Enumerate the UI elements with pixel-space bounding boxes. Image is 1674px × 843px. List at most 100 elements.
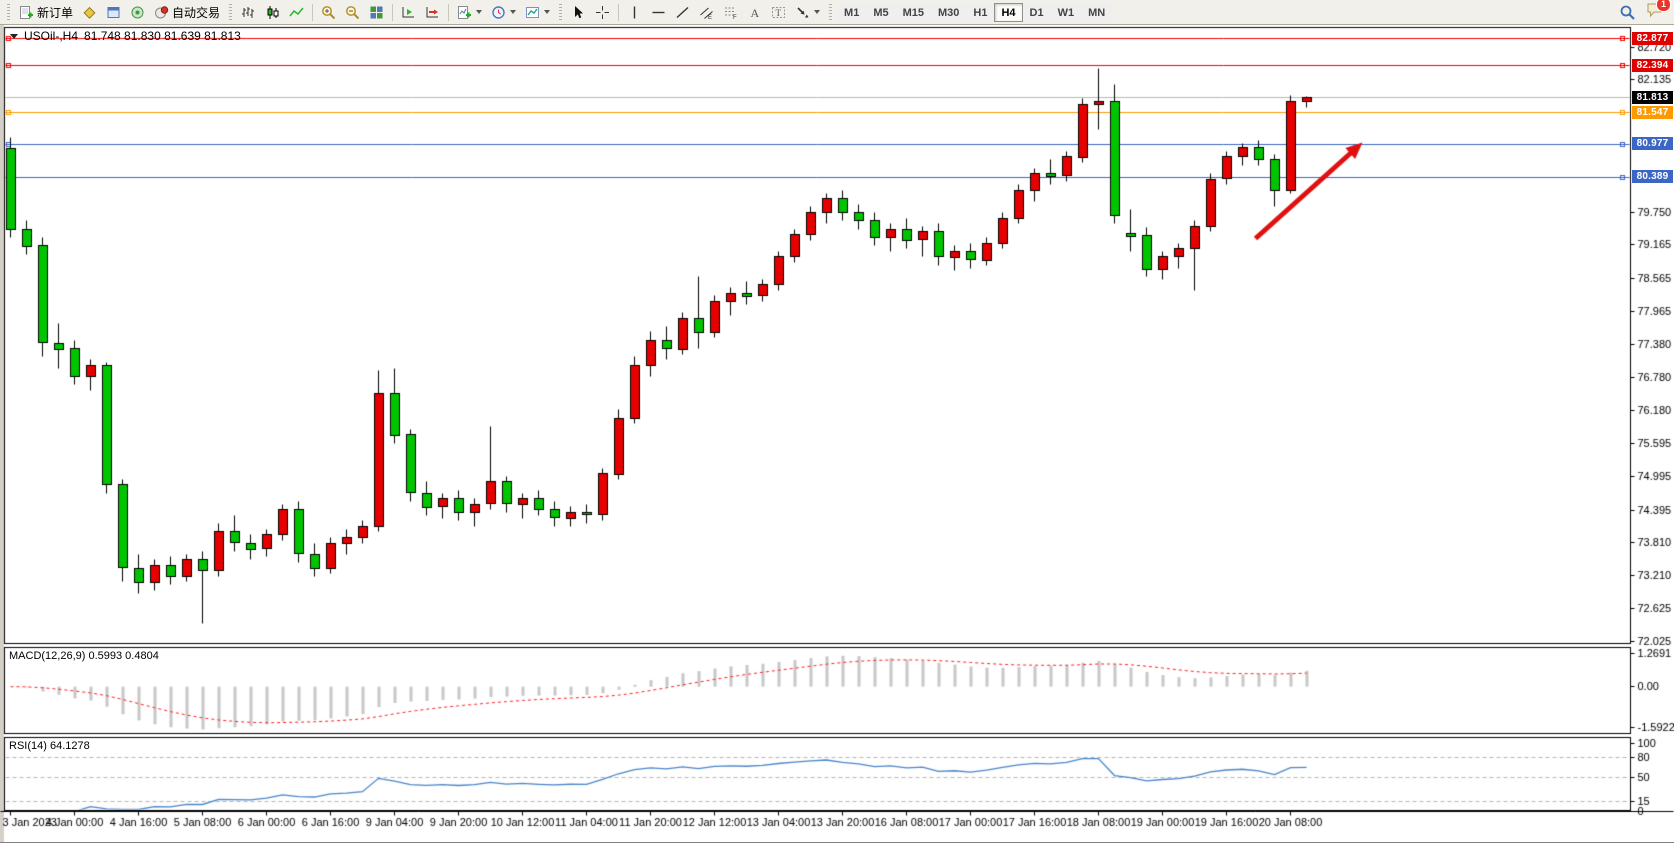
new-order-button[interactable]: 新订单: [15, 2, 77, 23]
chart-shift-icon: [401, 5, 416, 20]
tf-button-w1[interactable]: W1: [1050, 2, 1082, 22]
text-label-icon: T: [771, 5, 786, 20]
crosshair-button[interactable]: [591, 2, 614, 23]
toolbar-grip[interactable]: [829, 3, 833, 21]
chevron-down-icon: [476, 10, 483, 14]
chart-menu-icon[interactable]: [10, 33, 18, 39]
toolbar-separator: [618, 3, 620, 21]
svg-text:A: A: [751, 6, 760, 20]
price-badge-82.394: 82.394: [1632, 59, 1673, 72]
price-badge-80.977: 80.977: [1632, 137, 1673, 150]
autotrade-button[interactable]: 自动交易: [150, 2, 224, 23]
chevron-down-icon: [814, 10, 821, 14]
price-badge-81.547: 81.547: [1632, 106, 1673, 119]
candlestick-chart-button[interactable]: [261, 2, 284, 23]
periods-button[interactable]: [487, 2, 520, 23]
toolbar-grip[interactable]: [229, 3, 233, 21]
trendline-icon: [675, 5, 690, 20]
zoom-out-button[interactable]: [341, 2, 364, 23]
chevron-down-icon: [510, 10, 517, 14]
text-icon: A: [747, 5, 762, 20]
zoom-in-icon: [321, 5, 336, 20]
bar-chart-icon: [241, 5, 256, 20]
rsi-label: RSI(14) 64.1278: [9, 740, 90, 752]
timeframe-group: M1 M5 M15 M30 H1 H4 D1 W1 MN: [837, 2, 1113, 22]
macd-label: MACD(12,26,9) 0.5993 0.4804: [9, 650, 159, 662]
market-watch-button[interactable]: [78, 2, 101, 23]
price-badge-80.389: 80.389: [1632, 170, 1673, 183]
toolbar-separator: [312, 3, 314, 21]
text-button[interactable]: A: [743, 2, 766, 23]
market-watch-icon: [82, 5, 97, 20]
tf-button-m1[interactable]: M1: [837, 2, 867, 22]
tf-button-h1[interactable]: H1: [966, 2, 995, 22]
indicators-icon: [457, 5, 472, 20]
crosshair-icon: [595, 5, 610, 20]
chat-badge: 1: [1656, 0, 1671, 12]
fibonacci-icon: F: [723, 5, 738, 20]
navigator-icon: [130, 5, 145, 20]
tf-button-m15[interactable]: M15: [895, 2, 931, 22]
tf-button-d1[interactable]: D1: [1022, 2, 1051, 22]
text-label-button[interactable]: T: [767, 2, 790, 23]
new-order-icon: [19, 5, 34, 20]
tf-button-m5[interactable]: M5: [866, 2, 896, 22]
svg-text:F: F: [733, 15, 737, 20]
arrows-tool-button[interactable]: [791, 2, 824, 23]
toolbar-grip[interactable]: [559, 3, 563, 21]
autotrade-label: 自动交易: [172, 5, 221, 20]
tf-button-m30[interactable]: M30: [931, 2, 967, 22]
chat-button[interactable]: 1: [1646, 0, 1671, 23]
vertical-line-icon: [627, 5, 642, 20]
fibonacci-button[interactable]: F: [719, 2, 742, 23]
toolbar-right-group: 1: [1615, 0, 1671, 23]
navigator-button[interactable]: [126, 2, 149, 23]
templates-button[interactable]: [521, 2, 554, 23]
line-chart-icon: [289, 5, 304, 20]
tile-windows-button[interactable]: [365, 2, 388, 23]
toolbar-grip[interactable]: [7, 3, 10, 21]
main-toolbar: 新订单 自动交易: [0, 0, 1674, 25]
zoom-in-button[interactable]: [317, 2, 340, 23]
tf-button-mn[interactable]: MN: [1081, 2, 1113, 22]
new-order-label: 新订单: [37, 5, 74, 20]
svg-text:E: E: [708, 15, 712, 20]
equidistant-channel-icon: E: [699, 5, 714, 20]
chart-ohlc-values: 81.748 81.830 81.639 81.813: [84, 29, 241, 43]
line-chart-button[interactable]: [285, 2, 308, 23]
toolbar-separator: [448, 3, 450, 21]
price-badge-82.877: 82.877: [1632, 32, 1673, 45]
chart-shift-button[interactable]: [397, 2, 420, 23]
chevron-down-icon: [544, 10, 551, 14]
zoom-out-icon: [345, 5, 360, 20]
cursor-icon: [571, 5, 586, 20]
auto-scroll-icon: [425, 5, 440, 20]
search-button[interactable]: [1615, 2, 1640, 23]
tile-windows-icon: [369, 5, 384, 20]
trendline-button[interactable]: [671, 2, 694, 23]
chart-title: USOil-,H4 81.748 81.830 81.639 81.813: [10, 29, 241, 43]
periods-clock-icon: [491, 5, 506, 20]
indicators-button[interactable]: [453, 2, 486, 23]
chart-symbol-period: USOil-,H4: [24, 29, 79, 43]
data-window-icon: [106, 5, 121, 20]
candlestick-chart-icon: [265, 5, 280, 20]
equidistant-channel-button[interactable]: E: [695, 2, 718, 23]
tf-button-h4[interactable]: H4: [994, 2, 1023, 22]
data-window-button[interactable]: [102, 2, 125, 23]
cursor-button[interactable]: [567, 2, 590, 23]
svg-text:T: T: [776, 8, 782, 18]
auto-scroll-button[interactable]: [421, 2, 444, 23]
horizontal-line-button[interactable]: [647, 2, 670, 23]
bar-chart-button[interactable]: [237, 2, 260, 23]
templates-icon: [525, 5, 540, 20]
search-icon: [1619, 4, 1636, 21]
toolbar-separator: [392, 3, 394, 21]
autotrade-icon: [154, 5, 169, 20]
current-price-badge: 81.813: [1632, 91, 1673, 104]
arrows-tool-icon: [795, 5, 810, 20]
horizontal-line-icon: [651, 5, 666, 20]
vertical-line-button[interactable]: [623, 2, 646, 23]
